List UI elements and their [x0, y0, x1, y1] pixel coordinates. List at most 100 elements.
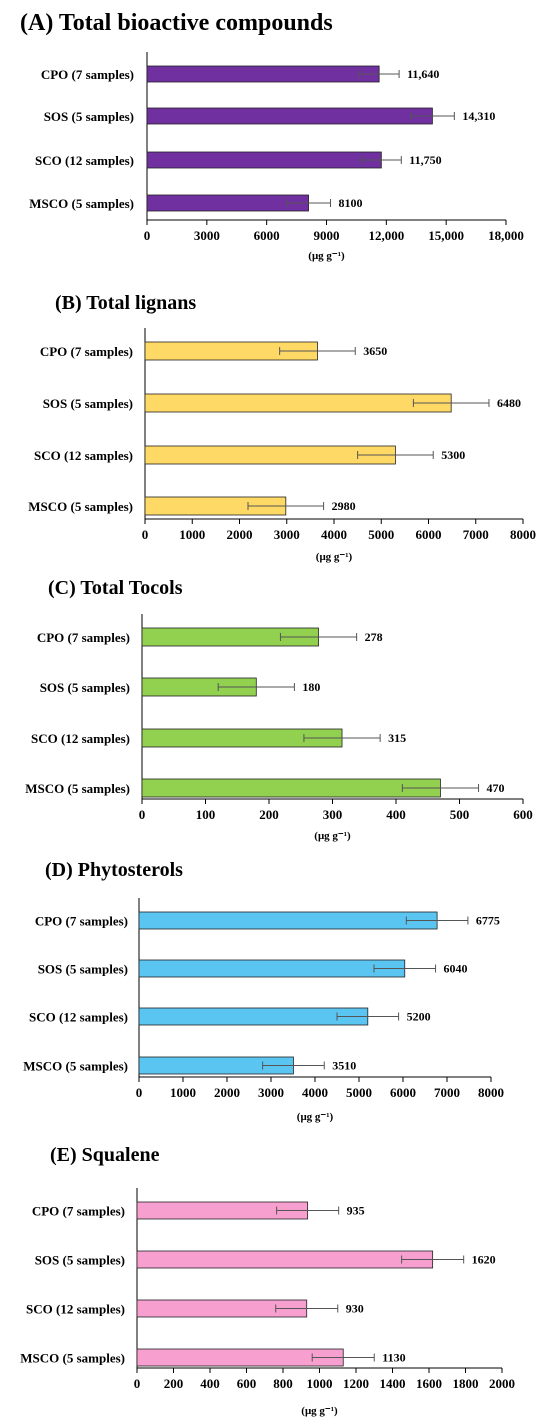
x-tick-label: 5000 — [346, 1085, 372, 1100]
value-label: 278 — [365, 630, 383, 644]
bar — [144, 393, 452, 413]
x-tick-label: 5000 — [368, 527, 394, 542]
x-axis-unit-label: (μg g⁻¹) — [316, 551, 353, 563]
chart-title: (B) Total lignans — [55, 292, 196, 314]
category-label: CPO (7 samples) — [40, 344, 133, 359]
bar — [146, 107, 433, 125]
bar — [138, 911, 438, 930]
bar — [136, 1250, 434, 1269]
x-tick-label: 2000 — [489, 1376, 515, 1391]
category-label: SOS (5 samples) — [35, 1253, 125, 1268]
value-label: 6040 — [444, 962, 468, 976]
x-tick-label: 3000 — [194, 228, 220, 243]
value-label: 6480 — [497, 396, 521, 410]
category-label: MSCO (5 samples) — [23, 1059, 128, 1074]
value-label: 8100 — [338, 196, 362, 210]
x-tick-label: 1000 — [307, 1376, 333, 1391]
x-tick-label: 1000 — [170, 1085, 196, 1100]
category-label: MSCO (5 samples) — [28, 499, 133, 514]
category-label: SCO (12 samples) — [34, 448, 133, 463]
x-tick-label: 3000 — [258, 1085, 284, 1100]
value-label: 11,640 — [407, 67, 439, 81]
value-label: 930 — [346, 1302, 364, 1316]
chart-title: (D) Phytosterols — [45, 859, 183, 881]
x-tick-label: 4000 — [302, 1085, 328, 1100]
value-label: 11,750 — [409, 153, 441, 167]
x-tick-label: 6000 — [254, 228, 280, 243]
value-label: 5200 — [407, 1010, 431, 1024]
x-tick-label: 500 — [450, 807, 470, 822]
value-label: 470 — [487, 781, 505, 795]
category-label: SOS (5 samples) — [40, 680, 130, 695]
x-tick-label: 1600 — [416, 1376, 442, 1391]
x-tick-label: 9000 — [314, 228, 340, 243]
x-tick-label: 600 — [237, 1376, 257, 1391]
value-label: 3510 — [332, 1059, 356, 1073]
x-tick-label: 0 — [144, 228, 151, 243]
x-tick-label: 200 — [164, 1376, 184, 1391]
value-label: 315 — [388, 731, 406, 745]
x-axis-unit-label: (μg g⁻¹) — [314, 830, 351, 842]
x-tick-label: 7000 — [463, 527, 489, 542]
x-tick-label: 6000 — [416, 527, 442, 542]
x-tick-label: 2000 — [214, 1085, 240, 1100]
x-tick-label: 15,000 — [428, 228, 464, 243]
x-tick-label: 1000 — [179, 527, 205, 542]
value-label: 14,310 — [462, 109, 495, 123]
bar — [138, 1007, 369, 1026]
x-tick-label: 1800 — [453, 1376, 479, 1391]
value-label: 5300 — [441, 448, 465, 462]
category-label: SOS (5 samples) — [38, 962, 128, 977]
x-tick-label: 8000 — [510, 527, 536, 542]
x-tick-label: 7000 — [434, 1085, 460, 1100]
chart-title: (E) Squalene — [50, 1144, 160, 1166]
x-tick-label: 0 — [136, 1085, 143, 1100]
category-label: SCO (12 samples) — [31, 731, 130, 746]
value-label: 935 — [347, 1204, 365, 1218]
x-axis-unit-label: (μg g⁻¹) — [297, 1111, 334, 1123]
bar — [141, 778, 441, 798]
x-tick-label: 1400 — [380, 1376, 406, 1391]
bar — [146, 151, 382, 169]
x-tick-label: 2000 — [227, 527, 253, 542]
category-label: CPO (7 samples) — [32, 1204, 125, 1219]
bar — [138, 959, 406, 978]
x-tick-label: 800 — [273, 1376, 293, 1391]
x-tick-label: 4000 — [321, 527, 347, 542]
x-tick-label: 3000 — [274, 527, 300, 542]
x-tick-label: 300 — [323, 807, 343, 822]
value-label: 180 — [302, 680, 320, 694]
value-label: 1620 — [472, 1253, 496, 1267]
x-tick-label: 100 — [196, 807, 216, 822]
category-label: CPO (7 samples) — [37, 630, 130, 645]
x-tick-label: 6000 — [390, 1085, 416, 1100]
x-tick-label: 400 — [386, 807, 406, 822]
category-label: SOS (5 samples) — [43, 396, 133, 411]
value-label: 1130 — [382, 1351, 405, 1365]
x-tick-label: 1200 — [343, 1376, 369, 1391]
x-tick-label: 0 — [139, 807, 146, 822]
x-tick-label: 200 — [259, 807, 279, 822]
bar — [146, 194, 309, 212]
x-axis-unit-label: (μg g⁻¹) — [308, 250, 345, 262]
chart-title: (C) Total Tocols — [48, 577, 183, 599]
chart-title: (A) Total bioactive compounds — [20, 10, 333, 36]
x-tick-label: 600 — [513, 807, 533, 822]
value-label: 6775 — [476, 914, 500, 928]
x-tick-label: 12,000 — [368, 228, 404, 243]
x-axis-unit-label: (μg g⁻¹) — [301, 1405, 338, 1417]
x-tick-label: 400 — [200, 1376, 220, 1391]
category-label: CPO (7 samples) — [41, 67, 134, 82]
category-label: MSCO (5 samples) — [25, 781, 130, 796]
x-tick-label: 8000 — [478, 1085, 504, 1100]
value-label: 3650 — [363, 344, 387, 358]
category-label: MSCO (5 samples) — [20, 1351, 125, 1366]
category-label: MSCO (5 samples) — [29, 196, 134, 211]
x-tick-label: 0 — [142, 527, 149, 542]
x-tick-label: 0 — [134, 1376, 141, 1391]
category-label: SCO (12 samples) — [35, 153, 134, 168]
bar — [146, 65, 380, 83]
value-label: 2980 — [332, 499, 356, 513]
